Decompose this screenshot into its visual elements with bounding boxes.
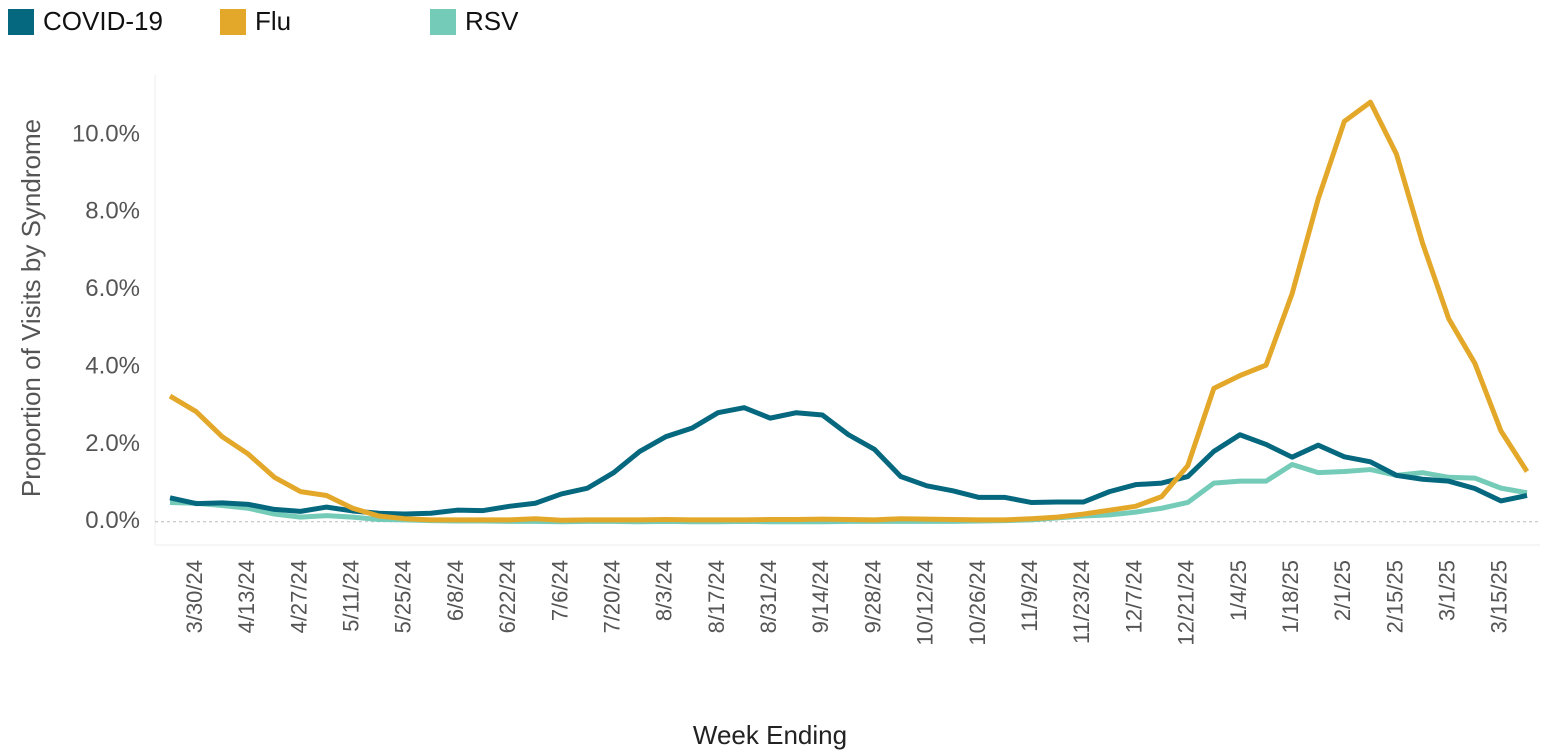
x-axis-title: Week Ending: [693, 720, 847, 750]
y-tick-label: 10.0%: [72, 120, 140, 147]
x-tick-label: 4/13/24: [234, 560, 259, 633]
plot-area: [155, 75, 1540, 545]
series-line: [168, 99, 1530, 523]
x-tick-label: 12/7/24: [1121, 560, 1146, 633]
x-tick-label: 1/18/25: [1278, 560, 1303, 633]
x-tick-label: 11/23/24: [1069, 560, 1094, 644]
x-tick-label: 9/28/24: [860, 560, 885, 633]
y-tick-label: 2.0%: [85, 430, 140, 457]
y-tick-label: 4.0%: [85, 352, 140, 379]
x-tick-label: 3/1/25: [1435, 560, 1460, 621]
x-tick-label: 8/17/24: [704, 560, 729, 633]
legend-swatch: [8, 9, 34, 35]
x-tick-label: 8/31/24: [756, 560, 781, 633]
x-tick-label: 6/8/24: [443, 560, 468, 621]
y-axis-title: Proportion of Visits by Syndrome: [16, 119, 46, 497]
x-tick-label: 10/12/24: [913, 560, 938, 646]
x-tick-label: 6/22/24: [495, 560, 520, 633]
x-tick-label: 7/6/24: [547, 560, 572, 621]
legend-label: COVID-19: [43, 6, 163, 36]
x-tick-label: 11/9/24: [1017, 560, 1042, 632]
y-tick-label: 0.0%: [85, 507, 140, 534]
y-tick-label: 8.0%: [85, 198, 140, 225]
x-tick-label: 5/25/24: [391, 560, 416, 633]
x-tick-label: 8/3/24: [652, 560, 677, 621]
x-tick-label: 3/15/25: [1487, 560, 1512, 633]
series-line: [169, 405, 1528, 517]
x-tick-label: 4/27/24: [286, 560, 311, 633]
y-tick-label: 6.0%: [85, 275, 140, 302]
legend-swatch: [220, 9, 246, 35]
x-tick-label: 1/4/25: [1226, 560, 1251, 621]
legend-label: RSV: [465, 6, 519, 36]
x-tick-label: 7/20/24: [599, 560, 624, 633]
x-tick-label: 12/21/24: [1174, 560, 1199, 646]
x-tick-label: 3/30/24: [182, 560, 207, 633]
legend-label: Flu: [255, 6, 291, 36]
x-tick-label: 2/1/25: [1330, 560, 1355, 621]
x-tick-label: 10/26/24: [965, 560, 990, 646]
legend-swatch: [430, 9, 456, 35]
x-tick-label: 5/11/24: [338, 560, 363, 632]
x-tick-label: 9/14/24: [808, 560, 833, 633]
x-tick-label: 2/15/25: [1382, 560, 1407, 633]
